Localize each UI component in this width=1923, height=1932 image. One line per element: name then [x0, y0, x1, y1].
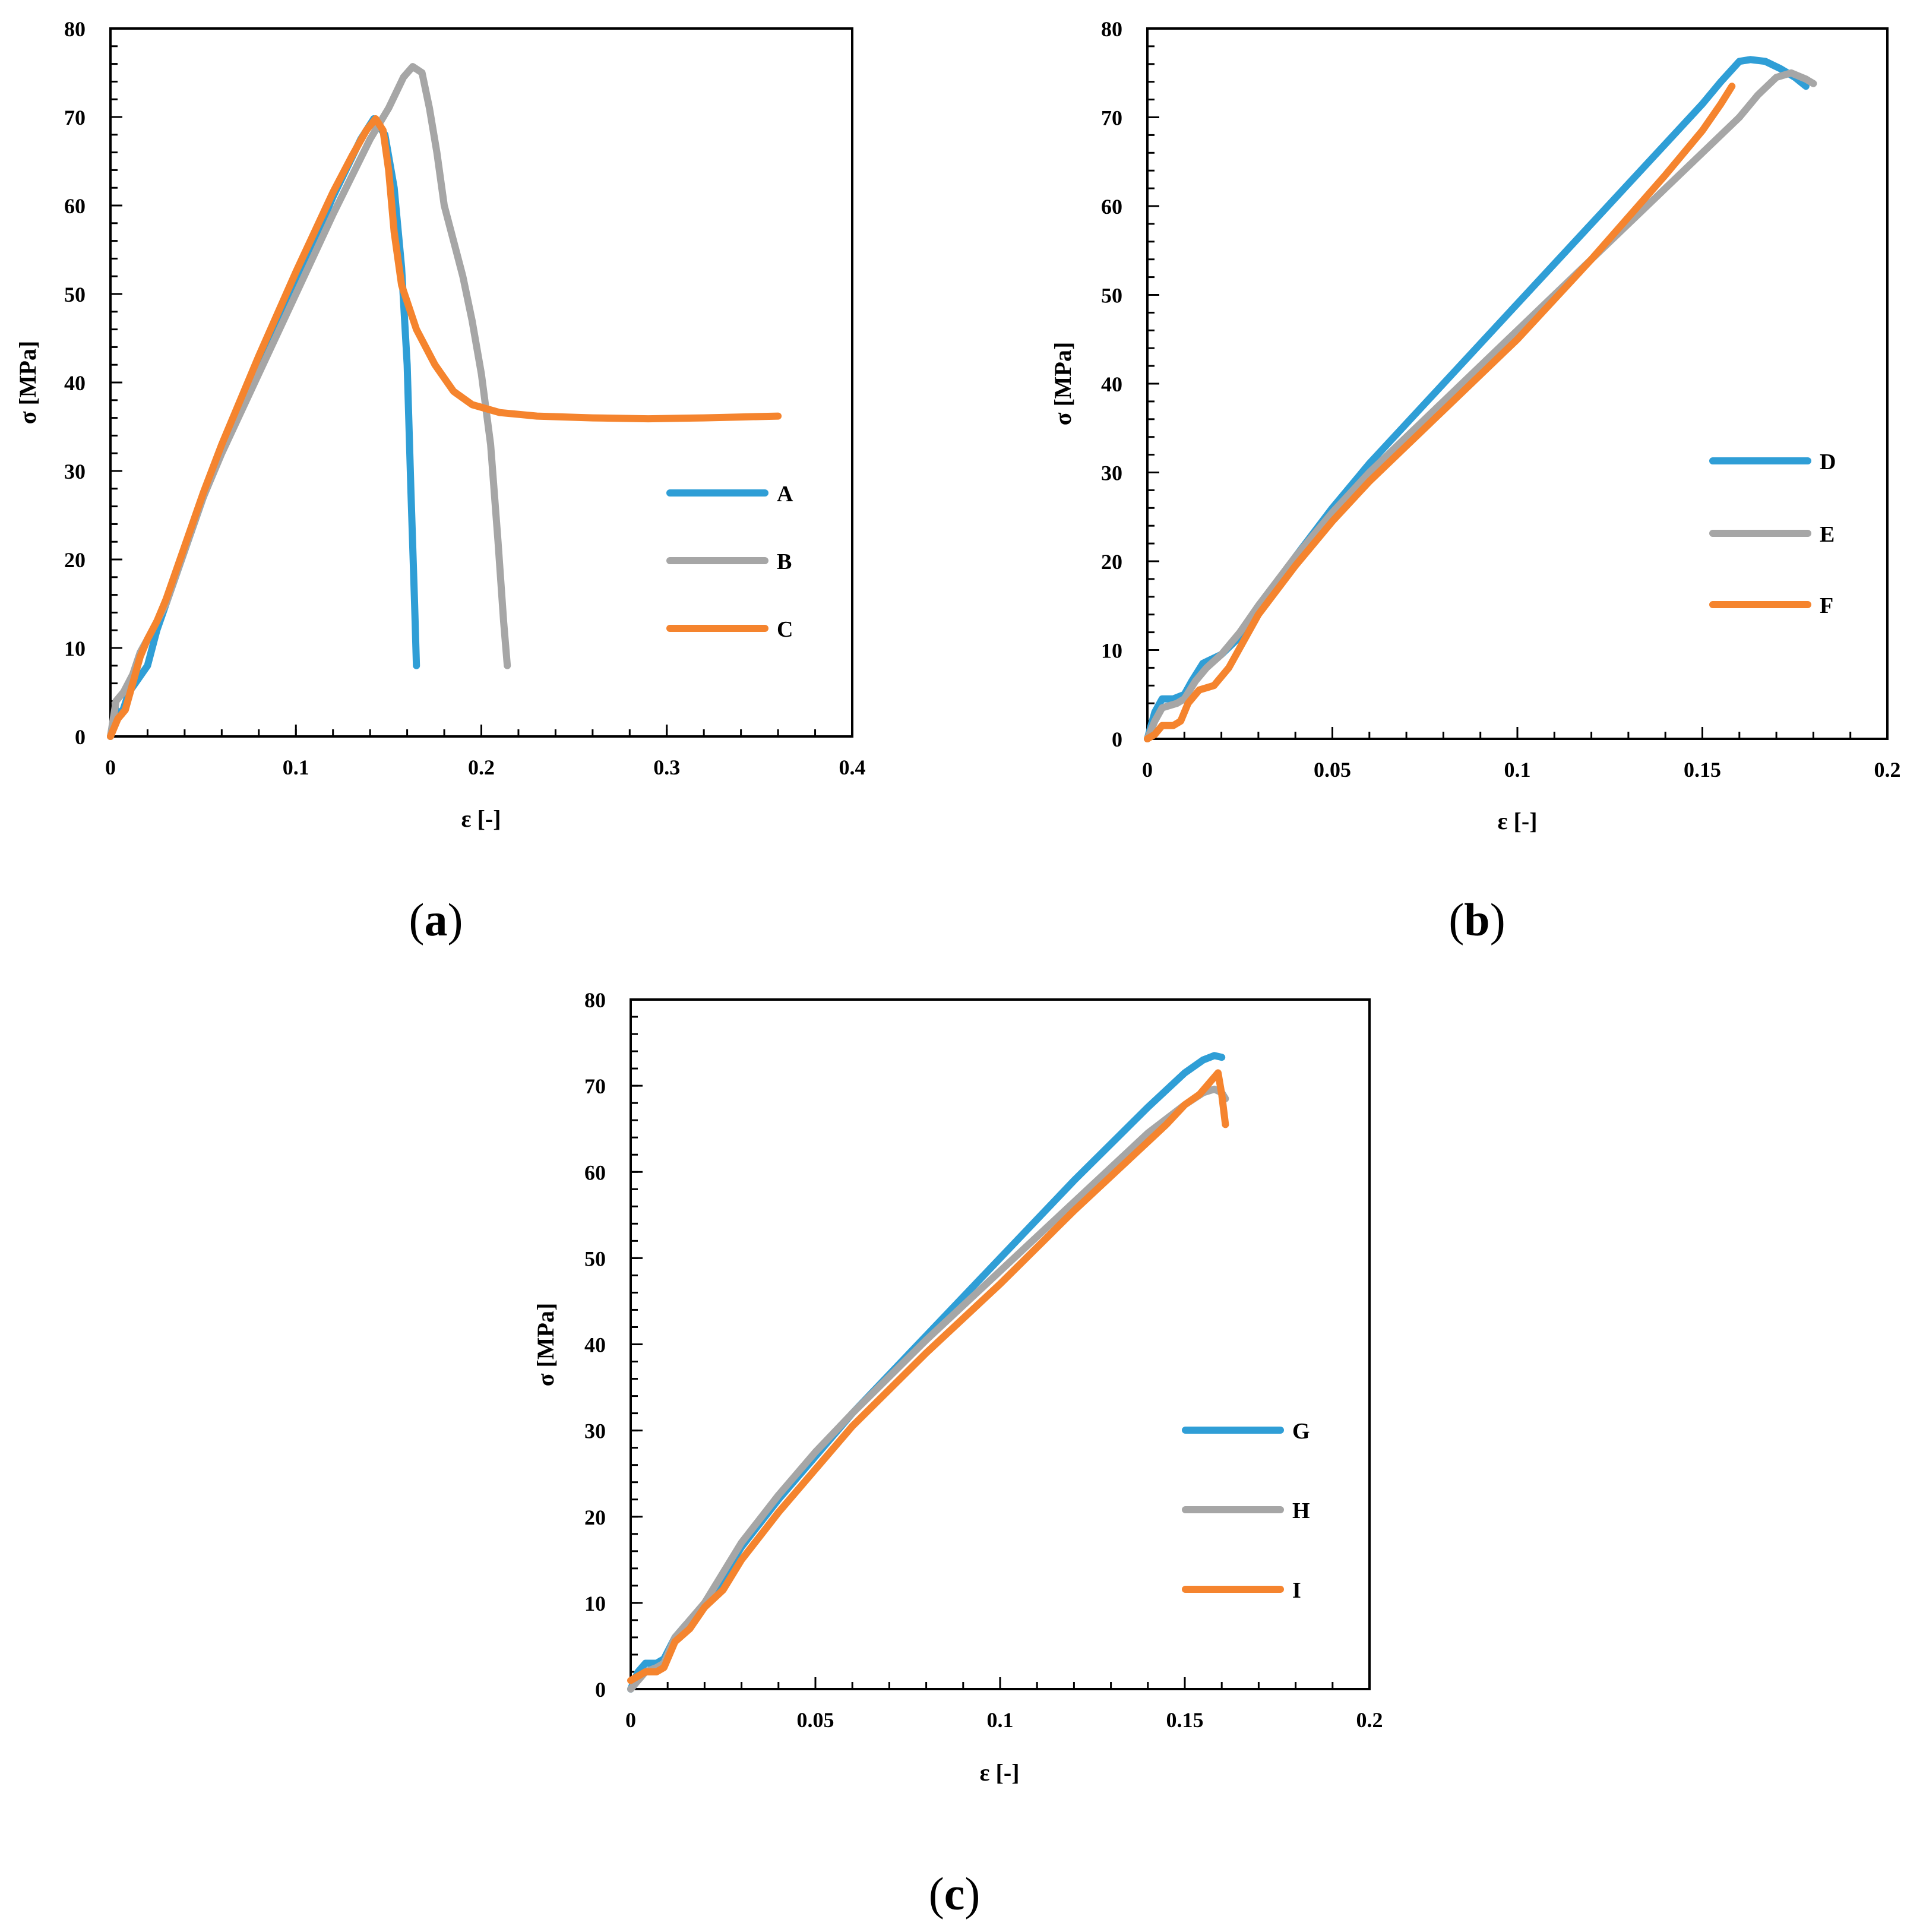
y-tick-label-b: 40: [1101, 372, 1122, 396]
y-tick-label-c: 50: [584, 1247, 606, 1270]
y-tick-label-b: 70: [1101, 106, 1122, 130]
y-axis-label-b: σ [MPa]: [1049, 342, 1076, 426]
legend-label-D: D: [1820, 450, 1836, 475]
panel-label-b: (b): [1448, 894, 1505, 946]
y-tick-label-b: 10: [1101, 639, 1122, 663]
y-tick-label-a: 0: [75, 725, 86, 749]
y-tick-label-b: 0: [1112, 728, 1122, 751]
x-tick-label-a: 0: [105, 755, 116, 779]
y-tick-label-a: 70: [64, 106, 86, 129]
x-axis-label-b: ε [-]: [1497, 808, 1537, 834]
legend-label-B: B: [777, 549, 792, 574]
legend-label-G: G: [1292, 1419, 1310, 1444]
y-axis-label-a: σ [MPa]: [14, 341, 41, 425]
y-tick-label-a: 20: [64, 548, 86, 572]
plot-area-b: [1146, 27, 1889, 740]
panel-label-c: (c): [929, 1868, 981, 1920]
y-tick-label-b: 20: [1101, 550, 1122, 574]
y-tick-label-b: 30: [1101, 461, 1122, 485]
y-axis-label-c: σ [MPa]: [532, 1303, 559, 1387]
legend-label-H: H: [1292, 1498, 1310, 1523]
chart-panel-b: (b) 0 0.05 0.1 0.15 0.2 0 10 20 30 40 50 60 70 80 ε [-…: [1049, 17, 1901, 946]
series-line-E: [1144, 69, 1817, 742]
y-tick-label-c: 70: [584, 1074, 606, 1098]
x-axis-label-a: ε [-]: [461, 805, 501, 832]
x-tick-label-c: 0: [625, 1708, 636, 1732]
y-tick-label-c: 20: [584, 1506, 606, 1529]
y-tick-label-a: 60: [64, 194, 86, 218]
x-tick-label-c: 0.1: [987, 1708, 1014, 1732]
x-tick-label-a: 0.3: [653, 755, 680, 779]
series-line-F: [1144, 83, 1736, 742]
x-tick-label-c: 0.2: [1356, 1708, 1383, 1732]
series-line-A: [107, 115, 420, 740]
panel-label-a: (a): [409, 894, 463, 946]
y-tick-label-c: 0: [595, 1678, 606, 1702]
series-line-C: [107, 115, 782, 740]
y-tick-label-c: 30: [584, 1419, 606, 1443]
x-tick-label-a: 0.2: [468, 755, 495, 779]
plot-area-c: [630, 998, 1371, 1690]
y-tick-label-c: 60: [584, 1161, 606, 1184]
x-tick-label-b: 0.15: [1684, 758, 1721, 782]
x-tick-label-b: 0.2: [1874, 758, 1901, 782]
chart-panel-c: (c) 0 0.05 0.1 0.15 0.2 0 10 20 30 40 50 60 70 80 ε [-…: [532, 988, 1383, 1920]
x-tick-label-b: 0: [1142, 758, 1153, 782]
series-line-H: [627, 1085, 1229, 1693]
x-tick-label-b: 0.1: [1504, 758, 1531, 782]
y-tick-label-a: 50: [64, 283, 86, 306]
y-tick-label-c: 10: [584, 1592, 606, 1615]
y-tick-label-a: 40: [64, 371, 86, 395]
legend-label-F: F: [1820, 593, 1833, 618]
y-tick-label-a: 80: [64, 17, 86, 41]
legend-label-A: A: [777, 482, 793, 507]
y-tick-label-b: 80: [1101, 17, 1122, 41]
y-tick-label-c: 40: [584, 1333, 606, 1357]
y-tick-label-a: 10: [64, 637, 86, 660]
y-tick-label-c: 80: [584, 988, 606, 1012]
x-tick-label-c: 0.15: [1166, 1708, 1204, 1732]
y-tick-label-b: 60: [1101, 195, 1122, 219]
legend-label-E: E: [1820, 522, 1835, 547]
chart-panel-a: (a) 0 0.1 0.2 0.3 0.4 0 10 20 30 40 50 60 70 80 ε [-] σ…: [14, 17, 866, 946]
x-tick-label-a: 0.1: [283, 755, 309, 779]
y-tick-label-b: 50: [1101, 284, 1122, 308]
series-line-I: [627, 1069, 1229, 1684]
y-tick-label-a: 30: [64, 460, 86, 483]
x-axis-label-c: ε [-]: [979, 1759, 1019, 1786]
x-tick-label-a: 0.4: [839, 755, 866, 779]
x-tick-label-c: 0.05: [797, 1708, 834, 1732]
legend-label-C: C: [777, 617, 793, 642]
legend-label-I: I: [1292, 1578, 1301, 1603]
series-line-B: [107, 63, 511, 740]
x-tick-label-b: 0.05: [1314, 758, 1351, 782]
